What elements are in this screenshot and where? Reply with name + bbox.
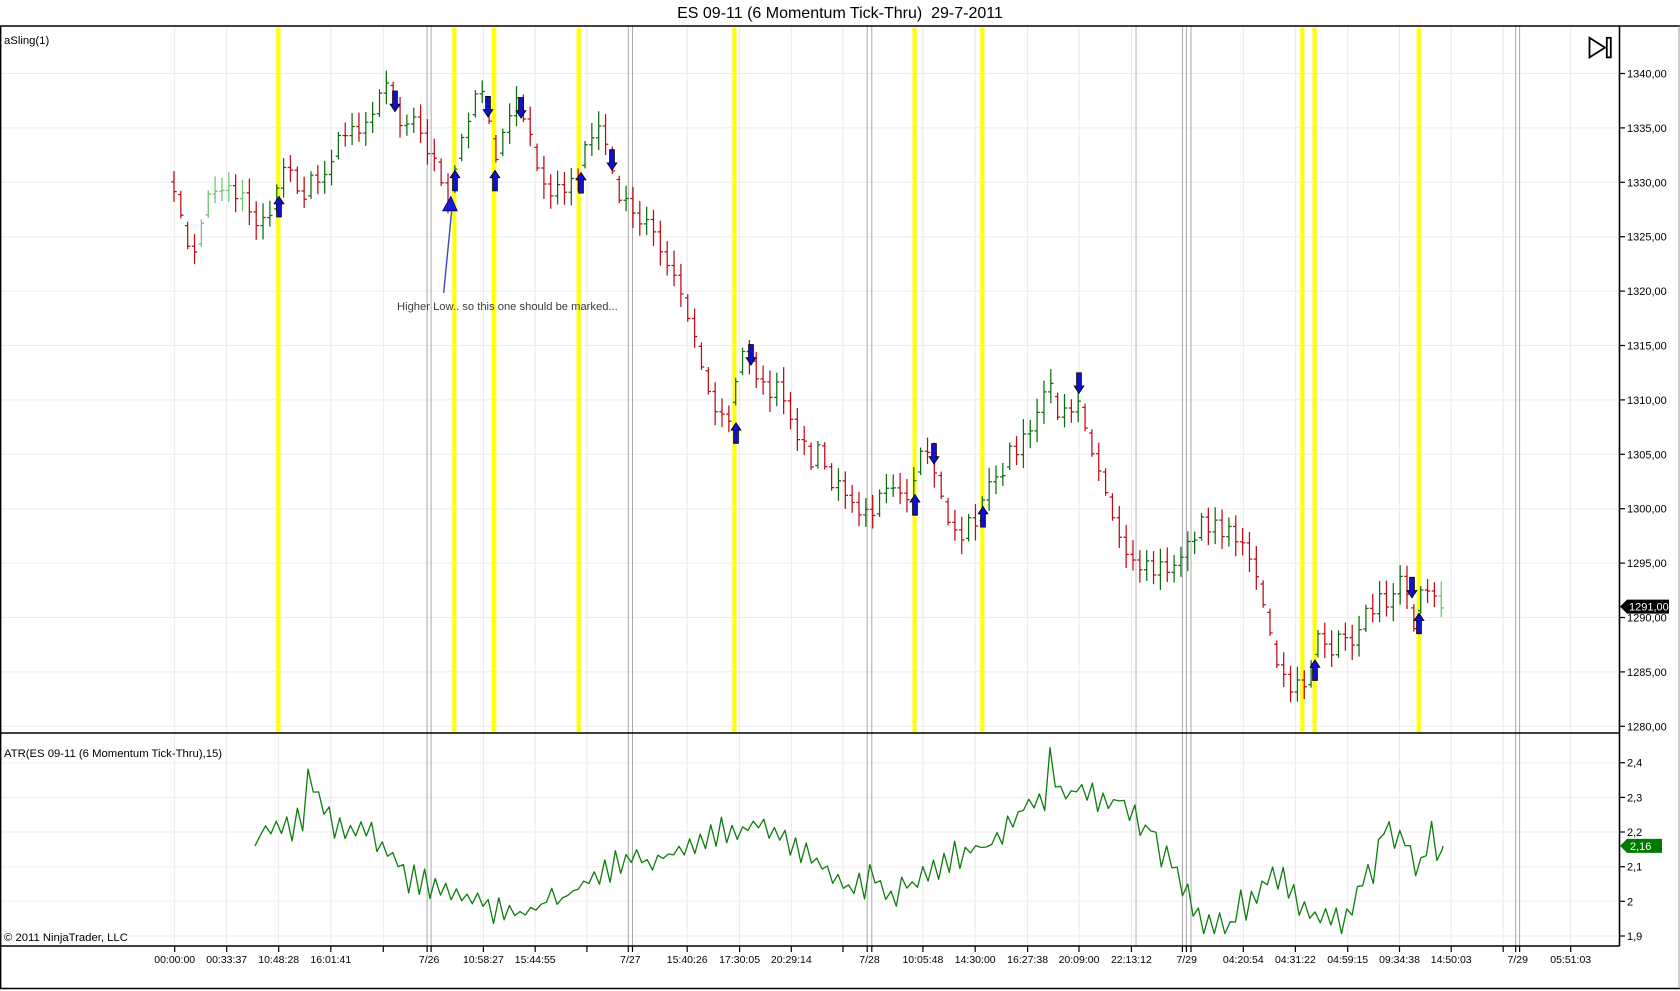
svg-text:1280,00: 1280,00 bbox=[1627, 721, 1667, 733]
svg-text:1300,00: 1300,00 bbox=[1627, 504, 1667, 516]
svg-text:1330,00: 1330,00 bbox=[1627, 177, 1667, 189]
svg-text:aSling(1): aSling(1) bbox=[4, 35, 49, 47]
svg-text:20:09:00: 20:09:00 bbox=[1059, 954, 1100, 966]
svg-text:2,4: 2,4 bbox=[1627, 758, 1642, 770]
svg-text:ES 09-11 (6 Momentum Tick-Thru: ES 09-11 (6 Momentum Tick-Thru) 29-7-201… bbox=[677, 5, 1003, 22]
svg-text:1320,00: 1320,00 bbox=[1627, 286, 1667, 298]
svg-text:17:30:05: 17:30:05 bbox=[719, 954, 760, 966]
svg-text:1315,00: 1315,00 bbox=[1627, 341, 1667, 353]
svg-text:2,3: 2,3 bbox=[1627, 792, 1642, 804]
svg-text:1291,00: 1291,00 bbox=[1629, 602, 1669, 614]
svg-text:00:00:00: 00:00:00 bbox=[154, 954, 195, 966]
svg-text:04:59:15: 04:59:15 bbox=[1327, 954, 1368, 966]
svg-text:15:44:55: 15:44:55 bbox=[515, 954, 556, 966]
svg-text:1295,00: 1295,00 bbox=[1627, 558, 1667, 570]
svg-text:1290,00: 1290,00 bbox=[1627, 613, 1667, 625]
svg-text:04:20:54: 04:20:54 bbox=[1223, 954, 1264, 966]
svg-text:1340,00: 1340,00 bbox=[1627, 69, 1667, 81]
svg-text:1305,00: 1305,00 bbox=[1627, 449, 1667, 461]
svg-text:7/26: 7/26 bbox=[419, 954, 440, 966]
svg-text:22:13:12: 22:13:12 bbox=[1111, 954, 1152, 966]
svg-text:1335,00: 1335,00 bbox=[1627, 123, 1667, 135]
svg-text:14:50:03: 14:50:03 bbox=[1431, 954, 1472, 966]
svg-text:7/28: 7/28 bbox=[859, 954, 880, 966]
svg-text:10:05:48: 10:05:48 bbox=[902, 954, 943, 966]
svg-text:7/29: 7/29 bbox=[1176, 954, 1197, 966]
svg-text:2: 2 bbox=[1627, 896, 1633, 908]
svg-text:1310,00: 1310,00 bbox=[1627, 395, 1667, 407]
svg-text:14:30:00: 14:30:00 bbox=[955, 954, 996, 966]
svg-text:Higher Low.. so this one shoul: Higher Low.. so this one should be marke… bbox=[397, 301, 618, 313]
svg-text:1,9: 1,9 bbox=[1627, 931, 1642, 943]
svg-text:00:33:37: 00:33:37 bbox=[206, 954, 247, 966]
svg-text:04:31:22: 04:31:22 bbox=[1275, 954, 1316, 966]
svg-text:10:48:28: 10:48:28 bbox=[258, 954, 299, 966]
svg-text:2,1: 2,1 bbox=[1627, 862, 1642, 874]
svg-text:16:27:38: 16:27:38 bbox=[1007, 954, 1048, 966]
svg-text:1285,00: 1285,00 bbox=[1627, 667, 1667, 679]
svg-text:05:51:03: 05:51:03 bbox=[1550, 954, 1591, 966]
svg-text:15:40:26: 15:40:26 bbox=[667, 954, 708, 966]
svg-text:2,16: 2,16 bbox=[1630, 841, 1651, 853]
svg-text:16:01:41: 16:01:41 bbox=[310, 954, 351, 966]
svg-text:10:58:27: 10:58:27 bbox=[463, 954, 504, 966]
svg-text:20:29:14: 20:29:14 bbox=[771, 954, 812, 966]
svg-text:1325,00: 1325,00 bbox=[1627, 232, 1667, 244]
svg-text:2,2: 2,2 bbox=[1627, 827, 1642, 839]
svg-text:ATR(ES 09-11 (6 Momentum Tick-: ATR(ES 09-11 (6 Momentum Tick-Thru),15) bbox=[4, 748, 222, 760]
svg-text:7/27: 7/27 bbox=[620, 954, 641, 966]
svg-text:© 2011 NinjaTrader, LLC: © 2011 NinjaTrader, LLC bbox=[4, 932, 128, 944]
svg-text:7/29: 7/29 bbox=[1507, 954, 1528, 966]
svg-text:09:34:38: 09:34:38 bbox=[1379, 954, 1420, 966]
